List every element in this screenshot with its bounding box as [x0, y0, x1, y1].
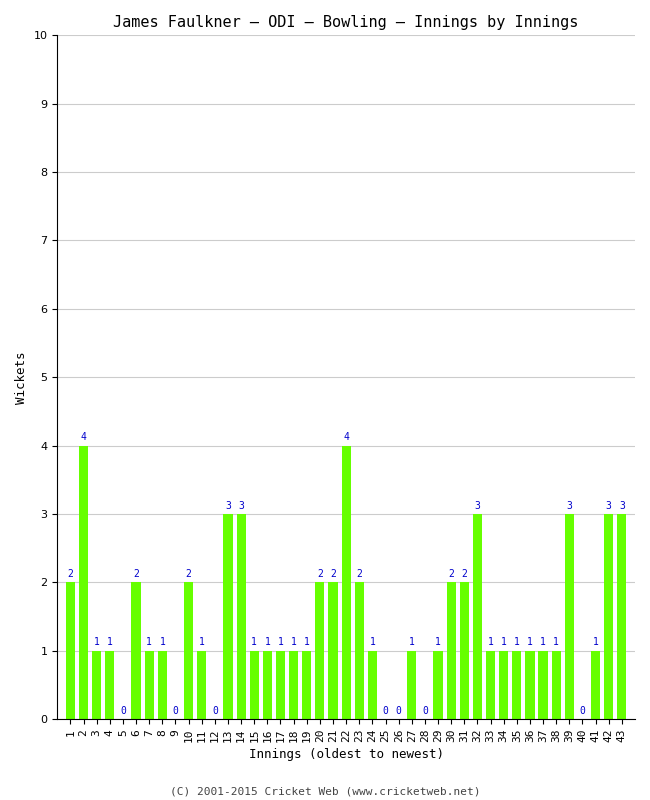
- Text: 0: 0: [580, 706, 586, 716]
- Bar: [407, 651, 417, 719]
- Text: 1: 1: [199, 638, 205, 647]
- Bar: [447, 582, 456, 719]
- Bar: [525, 651, 534, 719]
- Bar: [552, 651, 561, 719]
- Bar: [355, 582, 364, 719]
- Text: 1: 1: [291, 638, 296, 647]
- Bar: [604, 514, 614, 719]
- Text: 1: 1: [488, 638, 493, 647]
- Text: 4: 4: [81, 432, 86, 442]
- Bar: [434, 651, 443, 719]
- Bar: [486, 651, 495, 719]
- Text: 1: 1: [500, 638, 506, 647]
- Text: 3: 3: [474, 501, 480, 510]
- Text: 1: 1: [593, 638, 599, 647]
- Bar: [144, 651, 154, 719]
- Text: 3: 3: [619, 501, 625, 510]
- Text: 1: 1: [278, 638, 283, 647]
- Bar: [276, 651, 285, 719]
- Text: 2: 2: [68, 569, 73, 579]
- Bar: [237, 514, 246, 719]
- Bar: [184, 582, 193, 719]
- Bar: [289, 651, 298, 719]
- Text: (C) 2001-2015 Cricket Web (www.cricketweb.net): (C) 2001-2015 Cricket Web (www.cricketwe…: [170, 786, 480, 796]
- Text: 3: 3: [238, 501, 244, 510]
- Bar: [302, 651, 311, 719]
- Bar: [565, 514, 574, 719]
- Bar: [315, 582, 324, 719]
- Bar: [92, 651, 101, 719]
- Text: 0: 0: [172, 706, 178, 716]
- Text: 2: 2: [133, 569, 139, 579]
- Text: 1: 1: [409, 638, 415, 647]
- Text: 1: 1: [553, 638, 559, 647]
- Text: 1: 1: [265, 638, 270, 647]
- Text: 0: 0: [120, 706, 126, 716]
- Text: 1: 1: [252, 638, 257, 647]
- Text: 0: 0: [383, 706, 389, 716]
- Text: 2: 2: [462, 569, 467, 579]
- Bar: [591, 651, 600, 719]
- Bar: [105, 651, 114, 719]
- Text: 2: 2: [186, 569, 192, 579]
- Bar: [512, 651, 521, 719]
- Bar: [368, 651, 377, 719]
- Text: 3: 3: [606, 501, 612, 510]
- Bar: [341, 446, 351, 719]
- Bar: [263, 651, 272, 719]
- Text: 1: 1: [146, 638, 152, 647]
- Bar: [66, 582, 75, 719]
- Bar: [499, 651, 508, 719]
- Text: 1: 1: [514, 638, 520, 647]
- Bar: [79, 446, 88, 719]
- Text: 3: 3: [566, 501, 572, 510]
- Text: 1: 1: [107, 638, 112, 647]
- Text: 2: 2: [330, 569, 336, 579]
- Text: 0: 0: [396, 706, 402, 716]
- Text: 1: 1: [159, 638, 165, 647]
- Text: 2: 2: [356, 569, 362, 579]
- Text: 2: 2: [448, 569, 454, 579]
- Y-axis label: Wickets: Wickets: [15, 351, 28, 403]
- Text: 1: 1: [369, 638, 375, 647]
- X-axis label: Innings (oldest to newest): Innings (oldest to newest): [249, 748, 444, 761]
- Bar: [158, 651, 167, 719]
- Bar: [328, 582, 337, 719]
- Text: 2: 2: [317, 569, 323, 579]
- Text: 1: 1: [435, 638, 441, 647]
- Bar: [538, 651, 548, 719]
- Text: 1: 1: [304, 638, 309, 647]
- Bar: [224, 514, 233, 719]
- Bar: [250, 651, 259, 719]
- Text: 1: 1: [527, 638, 533, 647]
- Text: 4: 4: [343, 432, 349, 442]
- Title: James Faulkner – ODI – Bowling – Innings by Innings: James Faulkner – ODI – Bowling – Innings…: [114, 15, 579, 30]
- Text: 0: 0: [422, 706, 428, 716]
- Bar: [460, 582, 469, 719]
- Bar: [197, 651, 206, 719]
- Bar: [473, 514, 482, 719]
- Text: 1: 1: [540, 638, 546, 647]
- Text: 1: 1: [94, 638, 99, 647]
- Bar: [618, 514, 627, 719]
- Bar: [131, 582, 140, 719]
- Text: 3: 3: [225, 501, 231, 510]
- Text: 0: 0: [212, 706, 218, 716]
